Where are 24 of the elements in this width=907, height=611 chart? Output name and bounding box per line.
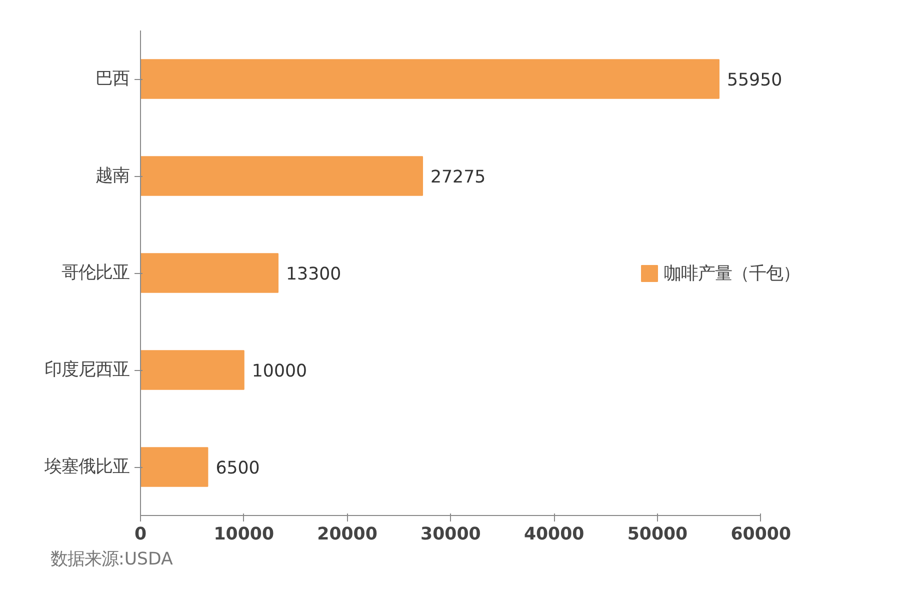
x-tick-label: 50000	[627, 524, 688, 544]
y-tick-label: 埃塞俄比亚	[44, 457, 130, 477]
data-label: 6500	[216, 458, 260, 478]
data-label: 55950	[726, 70, 782, 90]
x-tick-label: 30000	[420, 524, 481, 544]
data-label: 27275	[430, 168, 486, 188]
x-tick-label: 40000	[524, 524, 584, 544]
legend-label: 咖啡产量（千包）	[664, 262, 800, 284]
bar	[140, 156, 424, 196]
x-tick-label: 10000	[214, 524, 274, 544]
y-tick-label: 印度尼西亚	[44, 360, 130, 380]
y-tick-label: 巴西	[96, 69, 130, 89]
source-note: 数据来源:USDA	[50, 550, 174, 570]
x-tick-label: 20000	[317, 524, 378, 544]
y-tick-label: 哥伦比亚	[62, 263, 130, 283]
data-label: 10000	[252, 362, 308, 382]
bar	[140, 447, 208, 487]
x-tick-label: 60000	[730, 524, 792, 544]
y-tick-label: 越南	[96, 166, 130, 186]
bar	[140, 350, 244, 390]
bar	[140, 253, 279, 293]
x-tick-label: 0	[134, 524, 147, 544]
bar	[140, 59, 720, 99]
data-label: 13300	[286, 264, 342, 284]
